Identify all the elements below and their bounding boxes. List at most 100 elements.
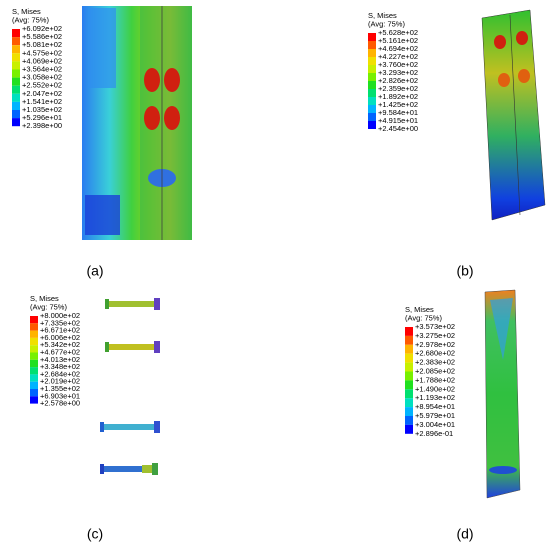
legend-swatch [405,380,413,390]
legend-swatch [30,352,38,360]
legend-swatch [12,69,20,78]
legend-value: +5.586e+02 [22,32,62,41]
legend-value: +6.006e+02 [40,333,80,342]
legend-value: +3.004e+01 [415,420,455,429]
legend-swatch [30,381,38,389]
legend-value: +3.293e+02 [378,68,418,77]
legend-value: +1.490e+02 [415,384,455,393]
legend-swatch [12,101,20,110]
legend-swatch [30,374,38,382]
legend-subtitle: (Avg: 75%) [30,302,67,311]
legend-value: +1.892e+02 [378,92,418,101]
legend-subtitle: (Avg: 75%) [368,19,405,28]
legend-value: +2.383e+02 [415,358,455,367]
legend-value: +9.584e+01 [378,108,418,117]
panel-label: (b) [456,263,473,279]
legend-value: +1.425e+02 [378,100,418,109]
legend-value: +2.454e+00 [378,124,418,133]
legend-title: S, Mises [368,11,397,20]
legend-value: +4.227e+02 [378,52,418,61]
legend-swatch [30,323,38,331]
legend-value: +5.161e+02 [378,36,418,45]
legend-value: +7.335e+02 [40,318,80,327]
legend-value: +6.903e+01 [40,391,80,400]
legend-value: +2.085e+02 [415,366,455,375]
legend-swatch [368,97,376,105]
legend-value: +1.541e+02 [22,97,62,106]
legend-swatch [368,33,376,41]
legend-title: S, Mises [12,7,41,16]
legend-value: +8.000e+02 [40,311,80,320]
legend-value: +4.575e+02 [22,48,62,57]
legend-swatch [368,41,376,49]
legend-subtitle: (Avg: 75%) [12,15,49,24]
legend-swatch [12,110,20,119]
legend-value: +4.069e+02 [22,56,62,65]
legend-title: S, Mises [405,305,434,314]
legend-swatch [405,371,413,381]
panel-label: (d) [456,526,473,542]
legend-swatch [30,389,38,397]
legend-value: +1.193e+02 [415,393,455,402]
legend-value: +2.896e-01 [415,429,453,438]
legend-value: +3.760e+02 [378,60,418,69]
legend-value: +1.788e+02 [415,375,455,384]
legend-value: +1.035e+02 [22,105,62,114]
legend-swatch [405,344,413,354]
legend-value: +2.019e+02 [40,377,80,386]
legend-swatch [368,57,376,65]
legend-swatch [368,89,376,97]
legend-value: +3.348e+02 [40,362,80,371]
legend-swatch [368,73,376,81]
legend: S, Mises(Avg: 75%)+8.000e+02+7.335e+02 +6… [30,294,80,408]
legend-swatch [405,335,413,345]
legend-swatch [12,93,20,102]
legend-swatch [12,53,20,62]
panel-label: (c) [87,526,103,542]
legend-value: +3.275e+02 [415,331,455,340]
legend-value: +2.680e+02 [415,349,455,358]
legend-swatch [368,121,376,129]
legend: S, Mises(Avg: 75%)+3.573e+02+3.275e+02+2… [405,305,455,438]
legend-value: +4.694e+02 [378,44,418,53]
legend-value: +4.915e+01 [378,116,418,125]
legend-value: +3.573e+02 [415,322,455,331]
legend-swatch [12,61,20,70]
legend-value: +2.978e+02 [415,340,455,349]
legend-swatch [30,330,38,338]
legend-swatch [368,65,376,73]
model-b [481,9,546,221]
legend-swatch [30,359,38,368]
legend-swatch [405,424,413,434]
legend-swatch [30,396,38,404]
legend-value: +2.684e+02 [40,369,80,378]
legend: S, Mises(Avg: 75%)+6.092e+02+5.586e+02 +5… [12,7,62,130]
legend-swatch [12,29,20,38]
legend-swatch [12,37,20,46]
legend-title: S, Mises [30,294,59,303]
legend-swatch [405,389,413,399]
legend-swatch [12,77,20,86]
legend-value: +2.578e+00 [40,399,80,408]
legend-value: +5.296e+01 [22,113,62,122]
legend-swatch [12,85,20,94]
legend-swatch [368,49,376,57]
legend-swatch [30,337,38,346]
model-a [82,6,192,240]
legend-swatch [405,407,413,416]
legend-value: +6.092e+02 [22,24,62,33]
legend-swatch [30,367,38,375]
legend-value: +3.058e+02 [22,73,62,82]
legend-value: +2.359e+02 [378,84,418,93]
legend-value: +2.552e+02 [22,81,62,90]
legend-value: +5.342e+02 [40,340,80,349]
legend: S, Mises(Avg: 75%)+5.628e+02+5.161e+02+4… [368,11,418,133]
model-c [100,298,160,475]
legend-swatch [368,113,376,121]
legend-value: +5.979e+01 [415,411,455,420]
legend-swatch [405,416,413,425]
legend-swatch [30,316,38,324]
model-d [484,289,521,499]
legend-swatch [12,118,20,127]
